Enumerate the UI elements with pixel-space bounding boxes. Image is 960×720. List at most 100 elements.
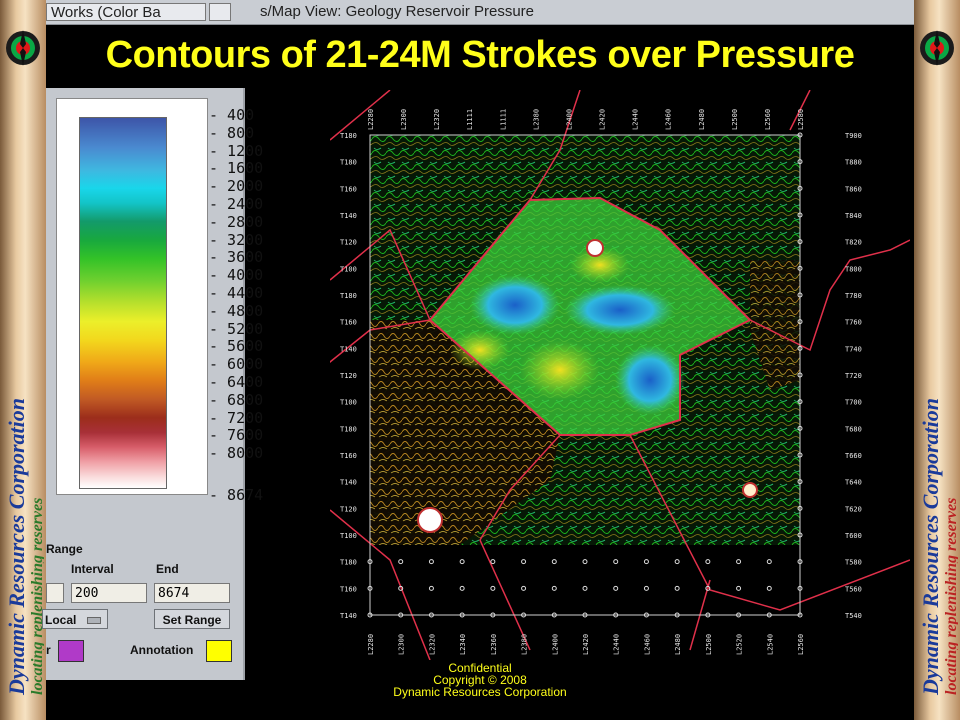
end-label: End [156, 562, 179, 576]
axis-label: T100 [340, 265, 357, 273]
legend-label: - 1200 [209, 141, 264, 160]
axis-label: T740 [845, 345, 862, 353]
legend-frame [56, 98, 208, 495]
legend-label: - 4400 [209, 284, 264, 302]
grid-point [367, 585, 373, 591]
legend-label: - 7200 [209, 408, 264, 427]
slide-title: Contours of 21-24M Strokes over Pressure [105, 34, 855, 76]
axis-label: T640 [845, 479, 862, 487]
legend-label: - 7600 [209, 426, 264, 445]
pressure-high-1 [520, 340, 600, 400]
axis-label: L2480 [698, 109, 706, 130]
grid-point [459, 585, 465, 591]
grid-point [797, 399, 803, 405]
grid-point [582, 585, 588, 591]
right-brand-rail: Dynamic Resources Corporation locating r… [914, 0, 960, 720]
window-toolbar: Works (Color Ba s/Map View: Geology Rese… [46, 0, 914, 25]
axis-label: T660 [845, 452, 862, 460]
interval-input[interactable]: 200 [71, 583, 147, 603]
legend-label: - 8000 [209, 444, 264, 463]
axis-label: T160 [340, 185, 357, 193]
grid-point [674, 612, 680, 618]
axis-label: T180 [340, 159, 357, 167]
hotspot-1 [586, 239, 604, 257]
contour-map[interactable]: L2280 L2300 L2320 L1111 L1111 L2380 L2400 L2420… [330, 90, 910, 660]
grid-point [521, 612, 527, 618]
boundary-line-6 [629, 434, 910, 611]
svg-text:locating replenishing reserves: locating replenishing reserves [29, 498, 44, 695]
annotation-color-button[interactable] [206, 640, 232, 662]
copyright-footer: Confidential Copyright © 2008 Dynamic Re… [330, 662, 630, 698]
grid-point [766, 585, 772, 591]
axis-label: T540 [845, 612, 862, 620]
survey-grid-frame [369, 134, 801, 616]
grid-point [551, 585, 557, 591]
legend-label: - 2000 [209, 177, 264, 196]
confidential-text: Confidential [448, 661, 512, 675]
legend-label: - 3600 [209, 248, 264, 267]
grid-point [736, 559, 742, 565]
grid-point [797, 559, 803, 565]
axis-label: L2480 [674, 634, 682, 655]
legend-label: - 5200 [209, 319, 264, 338]
grid-point [705, 559, 711, 565]
axis-label: L2520 [736, 634, 744, 655]
range-controls: Range Interval End 200 8674 Local Set Ra… [42, 528, 243, 678]
svg-text:Dynamic Resources Corporation: Dynamic Resources Corporation [918, 398, 943, 696]
range-mode-dropdown[interactable]: Local [42, 609, 108, 629]
start-input[interactable] [46, 583, 64, 603]
grid-point [521, 585, 527, 591]
legend-label: - 400 [209, 106, 255, 124]
grid-point [797, 585, 803, 591]
company-text: Dynamic Resources Corporation [393, 685, 567, 699]
axis-label: T140 [340, 345, 357, 353]
end-input[interactable]: 8674 [154, 583, 230, 603]
axis-label: L2460 [643, 634, 651, 655]
lower-left-zone [370, 320, 560, 545]
axis-label: L2580 [797, 109, 805, 130]
right-rail-brand-text: Dynamic Resources Corporation locating r… [918, 398, 958, 696]
left-brand-rail: Dynamic Resources Corporation locating r… [0, 0, 46, 720]
grid-point [766, 559, 772, 565]
grid-point [797, 612, 803, 618]
boundary-outline [429, 196, 752, 436]
grid-point [490, 559, 496, 565]
axis-label: T100 [340, 532, 357, 540]
grid-point [459, 612, 465, 618]
axis-label: T800 [845, 265, 862, 273]
range-mode-value: Local [45, 613, 77, 627]
set-range-button[interactable]: Set Range [154, 609, 230, 629]
axis-label: T820 [845, 239, 862, 247]
axis-label: L2460 [665, 109, 673, 130]
dropdown-arrow-icon[interactable] [209, 3, 231, 21]
axis-label: L2300 [398, 634, 406, 655]
survey-grid-points [367, 132, 803, 618]
color-swatch-button[interactable] [58, 640, 84, 662]
grid-point [643, 559, 649, 565]
axis-label: T180 [340, 559, 357, 567]
legend-label: - 3200 [209, 230, 264, 249]
legend-label: - 8674 [209, 486, 264, 504]
grid-axis-labels: L2280 L2300 L2320 L1111 L1111 L2380 L2400 L2420… [340, 109, 862, 655]
grid-point [521, 559, 527, 565]
right-edge-zone [750, 260, 800, 390]
hotspot-2 [417, 507, 443, 533]
grid-point [551, 612, 557, 618]
axis-label: L2280 [367, 109, 375, 130]
axis-label: L2540 [766, 634, 774, 655]
compass-emblem-icon [920, 30, 954, 66]
axis-label: T140 [340, 612, 357, 620]
svg-text:locating replenishing reserves: locating replenishing reserves [943, 498, 958, 695]
grid-point [736, 612, 742, 618]
grid-point [674, 585, 680, 591]
grid-point [490, 612, 496, 618]
axis-label: T160 [340, 585, 357, 593]
grid-point [797, 425, 803, 431]
legend-label: - 2400 [209, 195, 264, 213]
axis-label: L2360 [490, 634, 498, 655]
axis-label: T160 [340, 452, 357, 460]
interval-label: Interval [71, 562, 114, 576]
grid-point [797, 212, 803, 218]
view-selector-field[interactable]: Works (Color Ba [46, 3, 206, 21]
axis-label: T120 [340, 372, 357, 380]
